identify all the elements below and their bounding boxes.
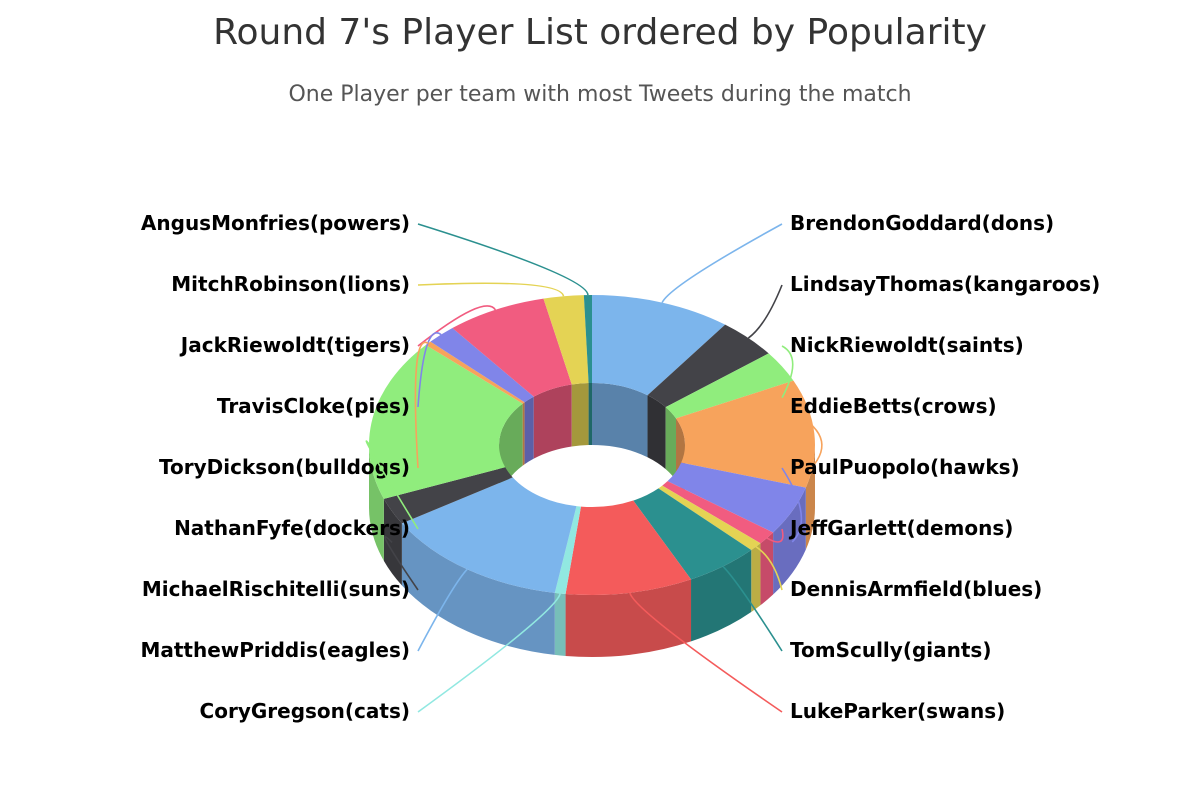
- connector-line-10: [417, 568, 468, 652]
- chart-title: Round 7's Player List ordered by Popular…: [213, 12, 987, 53]
- slice-10: [401, 477, 577, 593]
- slice-outer-wall-10: [401, 523, 555, 655]
- slice-label-14: TravisCloke(pies): [217, 394, 410, 418]
- slice-inner-wall-15-1: [533, 384, 572, 459]
- slice-label-13: ToryDickson(bulldogs): [159, 455, 410, 479]
- slice-outer-wall-12: [369, 445, 384, 561]
- connector-line-11: [384, 536, 419, 591]
- slice-outer-wall-11: [383, 498, 402, 586]
- slice-16: [543, 295, 589, 385]
- slice-7: [633, 488, 752, 580]
- connector-line-3: [781, 406, 823, 465]
- slice-label-0: BrendonGoddard(dons): [790, 211, 1054, 235]
- connector-line-16: [417, 282, 565, 297]
- slice-label-16: MitchRobinson(lions): [171, 272, 410, 296]
- connector-line-2: [781, 345, 794, 398]
- slice-outer-wall-4: [773, 487, 806, 595]
- slice-label-15: JackRiewoldt(tigers): [179, 333, 410, 357]
- slice-inner-wall-13-1: [522, 402, 525, 466]
- slice-15: [452, 298, 572, 397]
- slice-inner-wall-1-0: [647, 395, 666, 470]
- slice-outer-wall-6: [751, 543, 761, 613]
- slice-label-1: LindsayThomas(kangaroos): [790, 272, 1100, 296]
- slice-label-17: AngusMonfries(powers): [141, 211, 410, 235]
- slice-label-10: MatthewPriddis(eagles): [140, 638, 410, 662]
- slice-inner-wall-16-1: [571, 383, 589, 447]
- slice-4: [667, 462, 806, 533]
- slice-label-7: TomScully(giants): [790, 638, 991, 662]
- connector-line-14: [417, 332, 442, 408]
- slice-outer-wall-7: [691, 550, 752, 642]
- connector-line-13: [414, 341, 429, 469]
- slice-1: [647, 324, 769, 408]
- slice-label-12: NathanFyfe(dockers): [174, 516, 410, 540]
- slice-3: [676, 380, 815, 488]
- connector-line-0: [661, 223, 783, 304]
- slice-8: [565, 500, 692, 595]
- slice-14: [430, 328, 534, 403]
- connector-line-5: [766, 528, 784, 543]
- slice-label-5: JeffGarlett(demons): [788, 516, 1013, 540]
- slice-label-3: EddieBetts(crows): [790, 394, 997, 418]
- slice-17: [583, 295, 592, 384]
- slice-6: [658, 485, 761, 551]
- connector-line-9: [417, 593, 561, 713]
- slice-9: [554, 506, 581, 594]
- connector-line-7: [722, 565, 783, 652]
- slice-11: [383, 467, 513, 524]
- slice-label-6: DennisArmfield(blues): [790, 577, 1042, 601]
- connector-line-4: [781, 467, 803, 543]
- slice-outer-wall-9: [554, 592, 566, 656]
- slice-outer-wall-8: [565, 579, 692, 657]
- connector-line-1: [747, 284, 783, 339]
- slice-label-11: MichaelRischitelli(suns): [142, 577, 410, 601]
- slice-outer-wall-5: [760, 532, 774, 606]
- slice-2: [665, 353, 794, 419]
- slice-0: [592, 295, 726, 396]
- slice-inner-wall-2-0: [665, 407, 677, 481]
- connector-line-6: [755, 546, 783, 591]
- slice-5: [662, 481, 774, 544]
- slice-inner-wall-0-0: [592, 383, 648, 458]
- slice-label-9: CoryGregson(cats): [200, 699, 410, 723]
- chart-subtitle: One Player per team with most Tweets dur…: [288, 82, 912, 107]
- slice-label-2: NickRiewoldt(saints): [790, 333, 1024, 357]
- connector-line-17: [417, 223, 589, 296]
- slice-12: [369, 344, 523, 499]
- slice-inner-wall-17-1: [588, 383, 592, 446]
- slice-outer-wall-3: [805, 445, 815, 550]
- slice-inner-wall-14-1: [524, 396, 534, 465]
- connector-line-8: [629, 592, 783, 713]
- connector-line-12: [365, 440, 419, 530]
- slice-label-4: PaulPuopolo(hawks): [790, 455, 1020, 479]
- slice-label-8: LukeParker(swans): [790, 699, 1005, 723]
- slice-13: [425, 341, 525, 404]
